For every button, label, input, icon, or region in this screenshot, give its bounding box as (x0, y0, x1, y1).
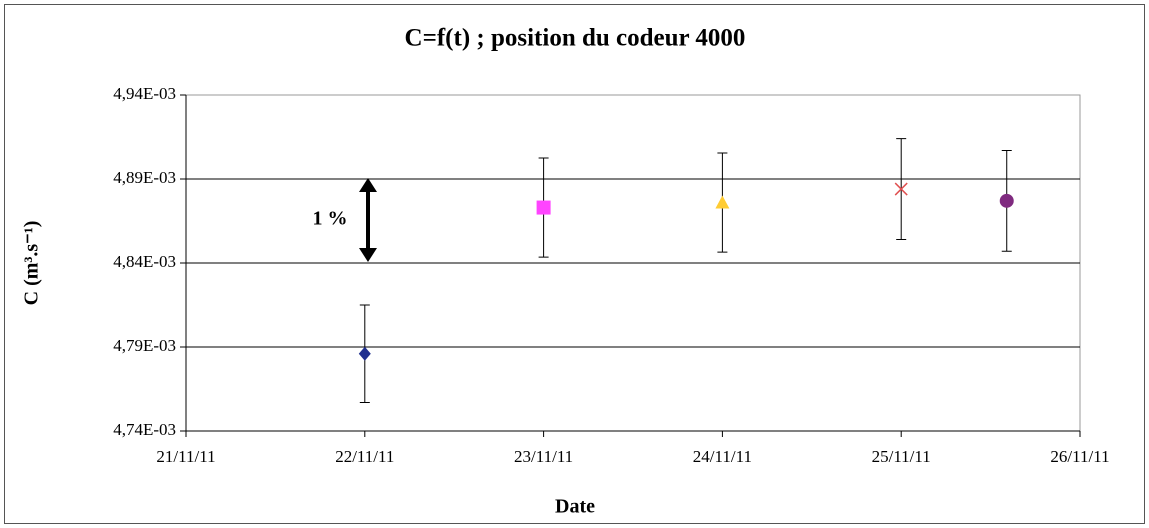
marker (537, 201, 551, 215)
marker (1000, 194, 1014, 208)
y-tick-label: 4,79E-03 (113, 336, 176, 355)
y-tick-label: 4,74E-03 (113, 420, 176, 439)
annotation: 1 % (313, 208, 348, 230)
x-tick-label: 23/11/11 (514, 447, 573, 466)
y-axis-label: C (m³.s⁻¹) (21, 221, 43, 306)
x-tick-label: 25/11/11 (872, 447, 931, 466)
y-tick-label: 4,89E-03 (113, 168, 176, 187)
x-tick-label: 21/11/11 (156, 447, 215, 466)
chart: C=f(t) ; position du codeur 4000 Date C … (0, 0, 1149, 528)
x-tick-label: 22/11/11 (335, 447, 394, 466)
x-tick-label: 26/11/11 (1050, 447, 1109, 466)
y-tick-label: 4,94E-03 (113, 84, 176, 103)
chart-title: C=f(t) ; position du codeur 4000 (405, 25, 746, 52)
x-tick-label: 24/11/11 (693, 447, 752, 466)
y-tick-label: 4,84E-03 (113, 252, 176, 271)
x-axis-label: Date (555, 496, 595, 518)
